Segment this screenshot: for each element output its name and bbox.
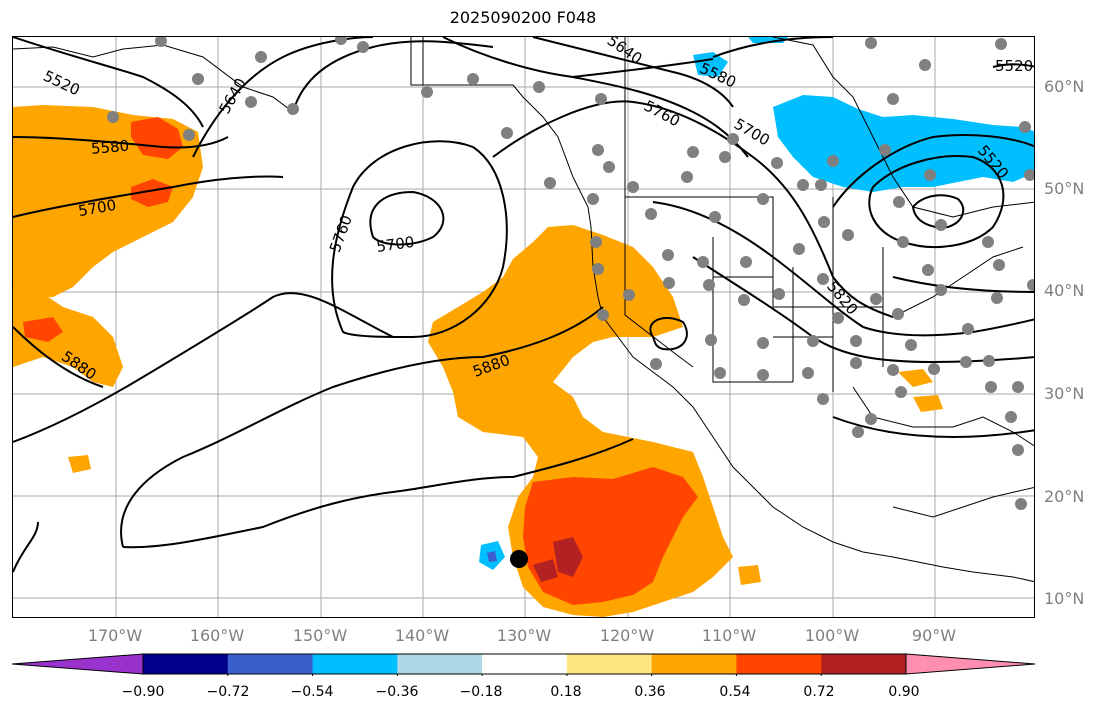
colorbar — [12, 653, 1036, 676]
colorbar-segment — [736, 654, 822, 674]
colorbar-tick-label: −0.36 — [375, 684, 419, 700]
station-markers — [107, 37, 1034, 510]
map-title: 2025090200 F048 — [449, 8, 597, 27]
lon-label: 170°W — [87, 626, 143, 645]
colorbar-tick-label: 0.18 — [550, 684, 582, 700]
contour-label: 5760 — [326, 213, 356, 255]
map-panel: 5520 5580 5700 5640 5760 5700 5880 5640 … — [12, 36, 1035, 618]
colorbar-tick-label: −0.18 — [459, 684, 503, 700]
lon-label: 160°W — [189, 626, 245, 645]
colorbar-segment — [651, 654, 737, 674]
colorbar-tick-label: −0.54 — [290, 684, 334, 700]
colorbar-extend-max — [905, 653, 1036, 675]
lon-label: 140°W — [394, 626, 450, 645]
contour-label: 5640 — [215, 75, 250, 117]
lat-label: 10°N — [1044, 589, 1085, 608]
colorbar-segment — [482, 654, 568, 674]
colorbar-tick-label: −0.72 — [206, 684, 250, 700]
lat-label: 50°N — [1044, 179, 1085, 198]
colorbar-segments — [12, 653, 1036, 675]
lon-label: 130°W — [496, 626, 552, 645]
colorbar-segment — [227, 654, 314, 674]
lon-label: 110°W — [701, 626, 757, 645]
lat-label: 40°N — [1044, 281, 1085, 300]
colorbar-segment — [821, 654, 907, 674]
contour-label: 5700 — [375, 233, 415, 256]
colorbar-tick-label: 0.54 — [719, 684, 751, 700]
colorbar-segment — [312, 654, 398, 674]
colorbar-segment — [397, 654, 483, 674]
lat-label: 30°N — [1044, 384, 1085, 403]
height-contours — [13, 37, 1034, 573]
colorbar-segment — [143, 654, 229, 674]
map-canvas: 5520 5580 5700 5640 5760 5700 5880 5640 … — [13, 37, 1034, 617]
contour-label: 5520 — [41, 67, 83, 99]
contour-label: 5520 — [995, 57, 1033, 75]
contour-label: 5760 — [641, 97, 683, 131]
colorbar-segment — [566, 654, 653, 674]
colorbar-tick-label: 0.72 — [803, 684, 835, 700]
lon-label: 100°W — [804, 626, 860, 645]
lon-label: 120°W — [599, 626, 655, 645]
contour-label: 5580 — [90, 137, 130, 158]
lat-label: 60°N — [1044, 77, 1085, 96]
colorbar-ticks — [227, 674, 822, 676]
colorbar-extend-min — [12, 653, 144, 675]
colorbar-frame — [142, 653, 907, 675]
storm-marker — [510, 550, 528, 568]
lon-label: 90°W — [911, 626, 957, 645]
colorbar-tick-label: 0.90 — [888, 684, 920, 700]
colorbar-tick-label: −0.90 — [121, 684, 165, 700]
lon-label: 150°W — [292, 626, 348, 645]
lat-label: 20°N — [1044, 487, 1085, 506]
positive-anomaly-shading — [13, 105, 943, 617]
colorbar-tick-label: 0.36 — [634, 684, 666, 700]
